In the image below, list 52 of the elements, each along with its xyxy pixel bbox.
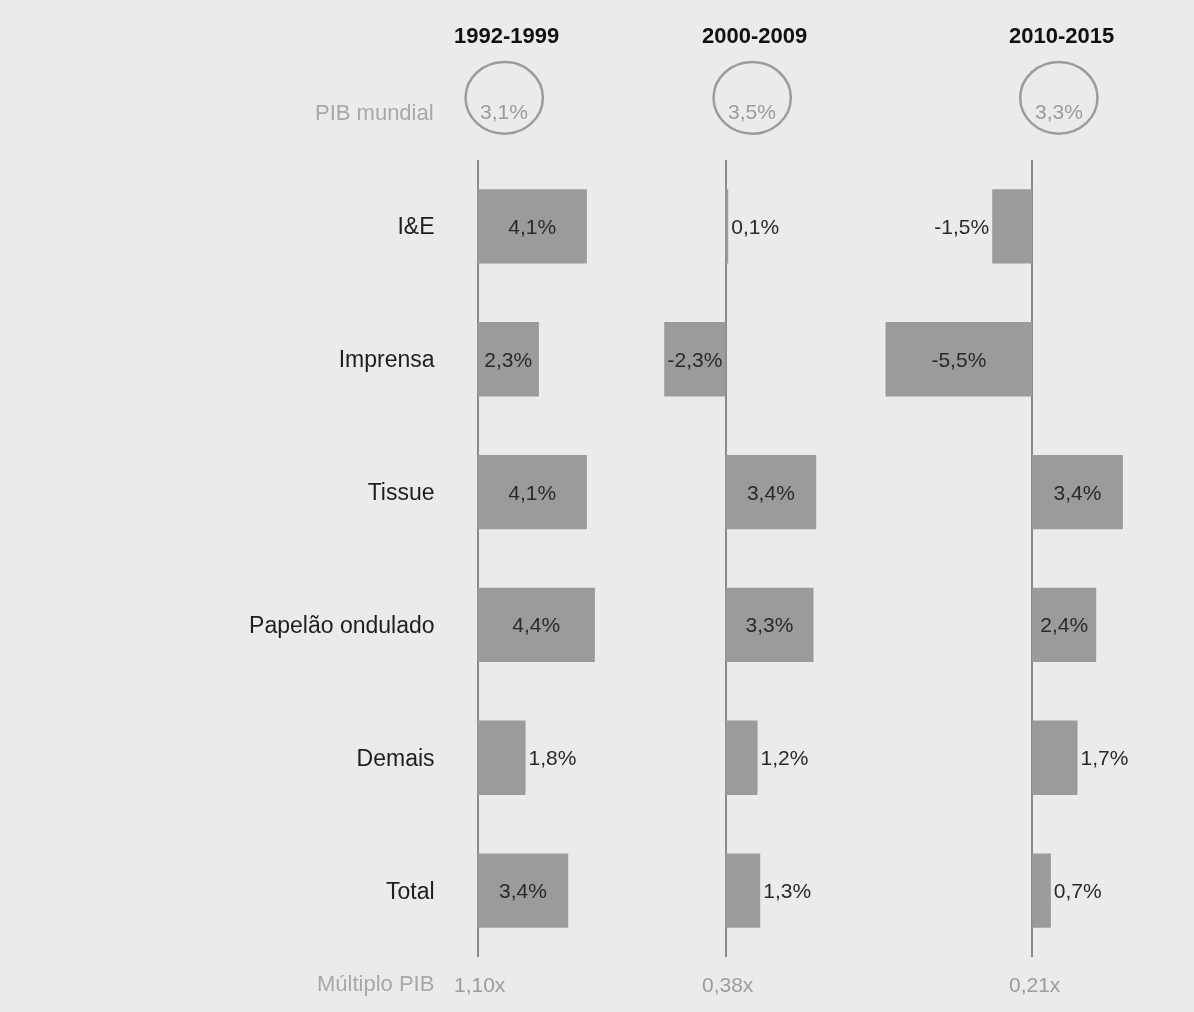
y-tick-label: Tissue	[367, 479, 435, 506]
text: 1,10x	[454, 973, 506, 996]
chart-title: 2010-2015	[1009, 23, 1115, 48]
bar	[1032, 454, 1123, 530]
bar	[477, 454, 587, 530]
bar	[477, 322, 539, 397]
data-label: 4,1%	[508, 480, 557, 504]
text: 0,21x	[1009, 973, 1061, 996]
bar	[477, 720, 526, 795]
text: 3,1%	[480, 100, 528, 123]
text: 3,3%	[1035, 100, 1083, 123]
data-label: -5,5%	[931, 347, 987, 371]
data-label: 0,7%	[1053, 879, 1102, 903]
data-label: 3,3%	[745, 613, 794, 637]
bar	[725, 454, 817, 530]
data-label: 4,1%	[508, 214, 557, 238]
data-label: 0,1%	[731, 214, 780, 238]
bar	[477, 853, 569, 928]
data-label: 4,4%	[512, 613, 561, 637]
y-tick-label: Demais	[356, 744, 435, 771]
y-tick-label: I&E	[397, 213, 435, 240]
text: PIB mundial	[315, 100, 434, 125]
bar	[477, 189, 587, 264]
bar	[725, 720, 758, 795]
data-label: -1,5%	[934, 214, 990, 238]
data-label: 3,4%	[746, 480, 795, 504]
data-label: 1,2%	[760, 746, 809, 770]
chart-title: 2000-2009	[702, 23, 808, 48]
bar	[992, 189, 1033, 264]
bar	[725, 587, 814, 663]
bar	[1032, 720, 1078, 795]
data-label: -2,3%	[667, 347, 723, 371]
y-tick-label: Total	[385, 877, 435, 904]
data-label: 3,4%	[1053, 480, 1102, 504]
data-label: 2,3%	[484, 347, 533, 371]
bar	[1032, 853, 1051, 928]
text: 0,38x	[702, 973, 754, 996]
bar	[664, 322, 726, 397]
bar	[885, 322, 1033, 397]
data-label: 3,4%	[498, 879, 547, 903]
data-label: 1,7%	[1080, 746, 1129, 770]
y-tick-label: Imprensa	[338, 346, 435, 373]
bar	[725, 853, 761, 928]
chart-title: 1992-1999	[454, 23, 560, 48]
bar	[1032, 587, 1097, 663]
data-label: 1,3%	[763, 879, 812, 903]
bar	[477, 587, 595, 663]
data-label: 1,8%	[528, 746, 577, 770]
y-tick-label: Papelão ondulado	[249, 611, 435, 638]
text: Múltiplo PIB	[317, 971, 435, 996]
data-label: 2,4%	[1040, 613, 1089, 637]
text: 3,5%	[728, 100, 776, 123]
